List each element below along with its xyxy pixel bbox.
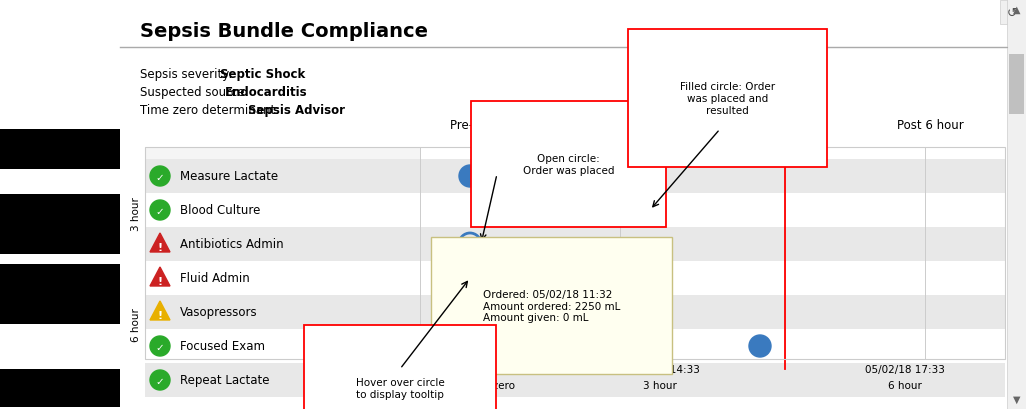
FancyBboxPatch shape [145, 363, 420, 397]
FancyBboxPatch shape [145, 261, 1005, 295]
Circle shape [150, 166, 170, 187]
FancyBboxPatch shape [145, 329, 420, 363]
Text: Sepsis Advisor: Sepsis Advisor [248, 104, 345, 117]
Polygon shape [150, 267, 170, 286]
Text: Focused Exam: Focused Exam [180, 339, 265, 353]
Text: Sepsis severity:: Sepsis severity: [140, 68, 236, 81]
Circle shape [459, 166, 481, 188]
FancyBboxPatch shape [145, 261, 420, 295]
FancyBboxPatch shape [145, 329, 1005, 363]
FancyBboxPatch shape [1007, 0, 1026, 409]
Circle shape [639, 200, 661, 221]
Text: Measure Lactate: Measure Lactate [180, 170, 278, 183]
Text: ↺: ↺ [1007, 7, 1017, 20]
Text: Open circle:
Order was placed: Open circle: Order was placed [523, 154, 615, 175]
Text: Ordered: 05/02/18 11:32
Amount ordered: 2250 mL
Amount given: 0 mL: Ordered: 05/02/18 11:32 Amount ordered: … [483, 289, 621, 322]
Text: ▼: ▼ [1013, 394, 1020, 404]
Circle shape [749, 335, 771, 357]
Text: !: ! [157, 276, 162, 286]
Text: 6 hour: 6 hour [131, 307, 141, 341]
Text: Time zero determinant:: Time zero determinant: [140, 104, 283, 117]
Text: Now: Now [778, 119, 802, 132]
FancyBboxPatch shape [145, 295, 1005, 329]
FancyBboxPatch shape [145, 227, 1005, 261]
FancyBboxPatch shape [1000, 1, 1024, 25]
Polygon shape [150, 301, 170, 320]
Text: Endocarditis: Endocarditis [225, 86, 307, 99]
Circle shape [150, 200, 170, 220]
FancyBboxPatch shape [0, 130, 120, 170]
Text: Sepsis Bundle Compliance: Sepsis Bundle Compliance [140, 22, 428, 41]
FancyBboxPatch shape [145, 193, 1005, 227]
Text: 3 hour: 3 hour [131, 197, 141, 230]
Text: ▲: ▲ [1013, 5, 1020, 15]
FancyBboxPatch shape [0, 0, 1026, 409]
Text: 05/02/18 14:33: 05/02/18 14:33 [620, 364, 700, 374]
Text: ✓: ✓ [156, 207, 164, 216]
Text: Vasopressors: Vasopressors [180, 306, 258, 319]
FancyBboxPatch shape [145, 295, 420, 329]
Text: Septic Shock: Septic Shock [220, 68, 305, 81]
FancyBboxPatch shape [145, 193, 420, 227]
Circle shape [150, 370, 170, 390]
Polygon shape [150, 234, 170, 252]
Text: Post 6 hour: Post 6 hour [897, 119, 963, 132]
Text: Time zero: Time zero [465, 380, 515, 390]
Text: 3 hour: 3 hour [643, 380, 677, 390]
FancyBboxPatch shape [145, 160, 420, 193]
Text: Hover over circle
to display tooltip: Hover over circle to display tooltip [356, 377, 444, 399]
Circle shape [150, 336, 170, 356]
Text: Pre-time zero: Pre-time zero [450, 119, 529, 132]
FancyBboxPatch shape [145, 160, 1005, 193]
Text: Antibiotics Admin: Antibiotics Admin [180, 238, 283, 251]
Text: Blood Culture: Blood Culture [180, 204, 261, 217]
Text: ✓: ✓ [156, 342, 164, 352]
Text: 05/02/18 11:33: 05/02/18 11:33 [450, 364, 530, 374]
Text: 05/02/18 17:33: 05/02/18 17:33 [865, 364, 945, 374]
FancyBboxPatch shape [120, 0, 1026, 50]
FancyBboxPatch shape [0, 369, 120, 407]
Text: Fluid Admin: Fluid Admin [180, 272, 249, 285]
Text: 6 hour: 6 hour [889, 380, 922, 390]
FancyBboxPatch shape [1009, 55, 1024, 115]
FancyBboxPatch shape [0, 264, 120, 324]
FancyBboxPatch shape [145, 148, 420, 359]
Text: !: ! [157, 310, 162, 320]
Text: ✓: ✓ [156, 173, 164, 182]
Text: Suspected source:: Suspected source: [140, 86, 252, 99]
Text: Filled circle: Order
was placed and
resulted: Filled circle: Order was placed and resu… [680, 82, 775, 115]
FancyBboxPatch shape [145, 227, 420, 261]
Text: !: ! [157, 243, 162, 252]
FancyBboxPatch shape [0, 195, 120, 254]
Text: Repeat Lactate: Repeat Lactate [180, 373, 270, 387]
FancyBboxPatch shape [145, 363, 1005, 397]
Text: ✓: ✓ [156, 376, 164, 386]
